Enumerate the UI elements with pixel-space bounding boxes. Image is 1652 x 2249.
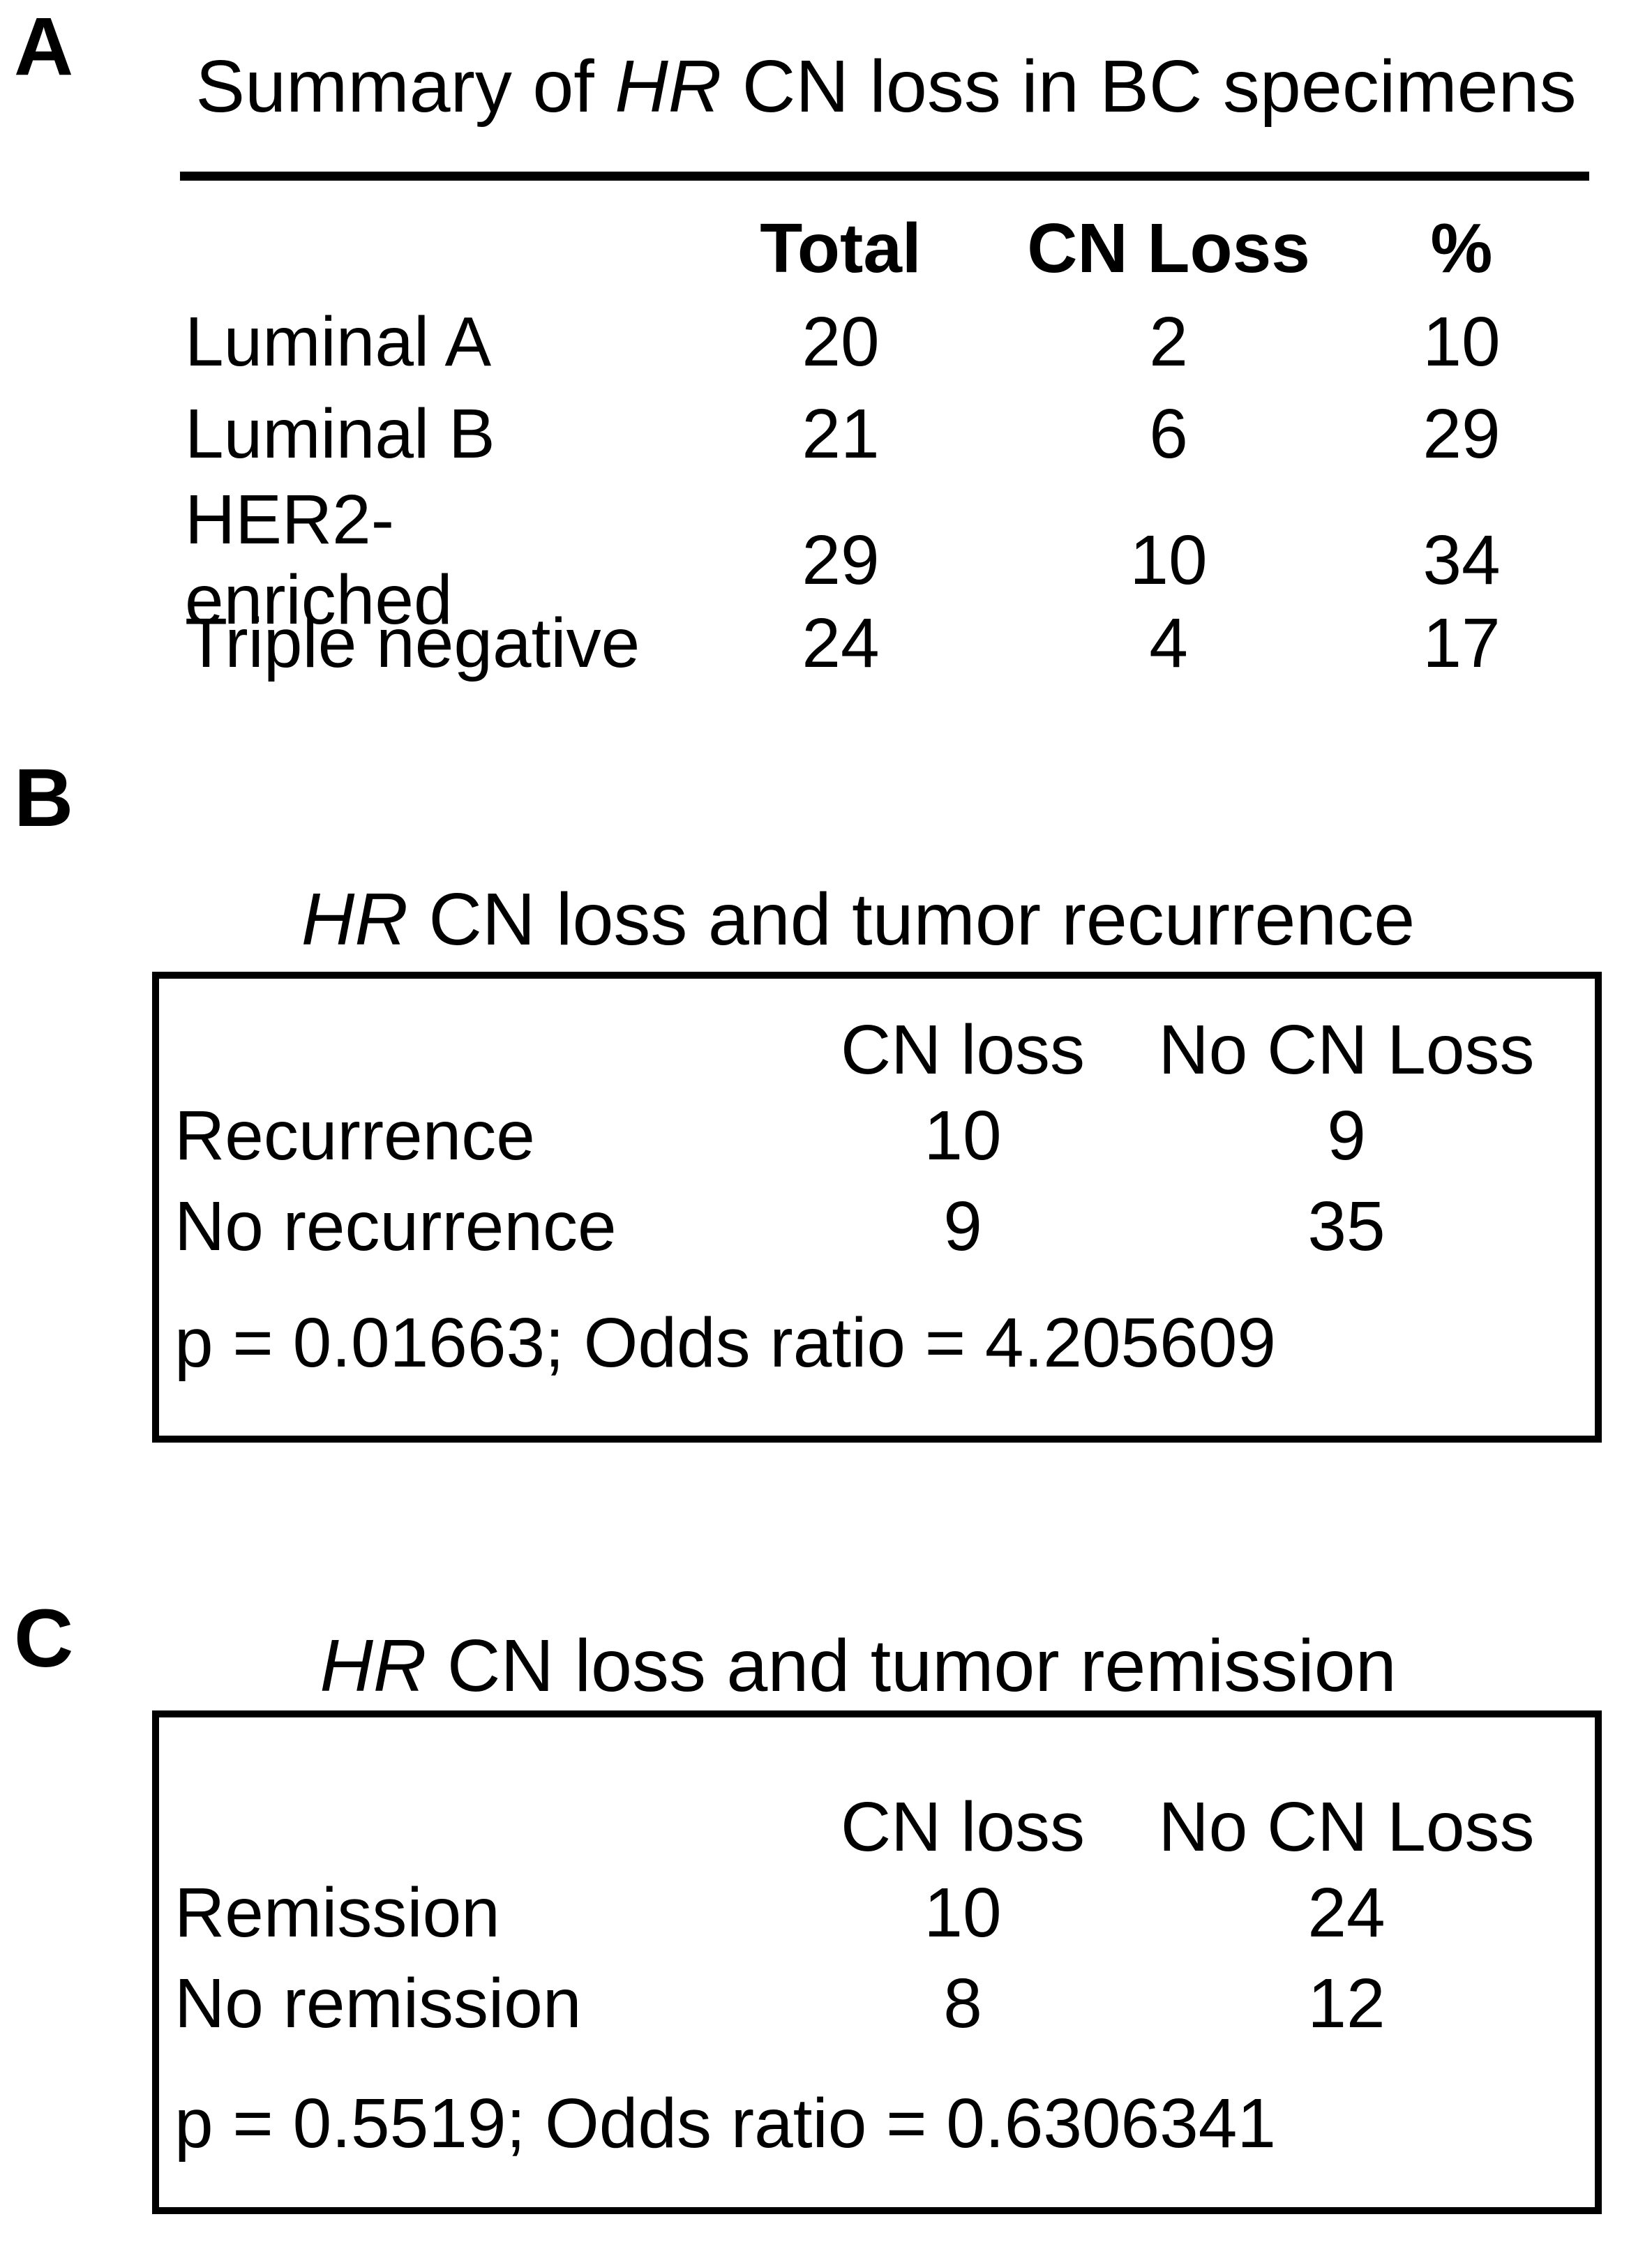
cell-cn-loss: 8: [943, 1964, 982, 2043]
row-label: No recurrence: [174, 1187, 617, 1265]
cell-cn-loss: 10: [1129, 520, 1208, 599]
row-label: Recurrence: [174, 1096, 535, 1175]
row-label: Triple negative: [185, 603, 640, 682]
table-row-her2-enriched: HER2-enriched 29 10 34: [185, 480, 1608, 639]
panel-b-title-suffix: CN loss and tumor recurrence: [407, 878, 1416, 961]
cell-percent: 10: [1422, 302, 1501, 381]
panel-c-table-box: CN loss No CN Loss Remission 10 24 No re…: [152, 1710, 1602, 2214]
panel-b-table-box: CN loss No CN Loss Recurrence 10 9 No re…: [152, 972, 1602, 1443]
panel-c-title: HR CN loss and tumor remission: [140, 1620, 1577, 1713]
cell-total: 29: [802, 520, 880, 599]
table-row-no-recurrence: No recurrence 9 35: [159, 1181, 1595, 1272]
panel-c-label: C: [14, 1593, 74, 1685]
panel-c-stats-text: p = 0.5519; Odds ratio = 0.6306341: [174, 2084, 1277, 2162]
panel-a-title-underline: [180, 172, 1589, 181]
panel-b-stats-text: p = 0.01663; Odds ratio = 4.205609: [174, 1304, 1277, 1382]
panel-a-title-suffix: CN loss in BC specimens: [721, 45, 1577, 128]
cell-no-cn-loss: 35: [1307, 1187, 1386, 1265]
cell-total: 21: [802, 394, 880, 473]
table-row-luminal-a: Luminal A 20 2 10: [185, 296, 1608, 388]
row-label: No remission: [174, 1964, 582, 2043]
cell-cn-loss: 6: [1149, 394, 1188, 473]
cell-no-cn-loss: 9: [1327, 1096, 1366, 1175]
row-label: HER2-enriched: [185, 481, 453, 639]
table-row-recurrence: Recurrence 10 9: [159, 1090, 1595, 1181]
table-row-remission: Remission 10 24: [159, 1867, 1595, 1958]
column-header-no-cn-loss: No CN Loss: [1158, 1788, 1535, 1866]
panel-b-title: HR CN loss and tumor recurrence: [140, 873, 1577, 966]
row-label: Luminal B: [185, 394, 495, 473]
row-label: Luminal A: [185, 302, 492, 381]
cell-cn-loss: 4: [1149, 603, 1188, 682]
cell-percent: 34: [1422, 520, 1501, 599]
cell-total: 20: [802, 302, 880, 381]
column-header-percent: %: [1430, 209, 1493, 287]
table-row-no-remission: No remission 8 12: [159, 1958, 1595, 2049]
panel-a-title: Summary of HR CN loss in BC specimens: [167, 40, 1605, 133]
cell-cn-loss: 10: [924, 1873, 1002, 1952]
column-header-cn-loss: CN Loss: [1027, 209, 1310, 287]
table-row-triple-negative: Triple negative 24 4 17: [185, 597, 1608, 689]
cell-total: 24: [802, 603, 880, 682]
cell-percent: 17: [1422, 603, 1501, 682]
panel-a-label: A: [14, 1, 74, 93]
cell-cn-loss: 10: [924, 1096, 1002, 1175]
panel-c-header-row: CN loss No CN Loss: [159, 1787, 1595, 1867]
row-label: Remission: [174, 1873, 500, 1952]
cell-percent: 29: [1422, 394, 1501, 473]
gene-symbol-hr: HR: [615, 45, 722, 128]
cell-cn-loss: 2: [1149, 302, 1188, 381]
panel-a-header-row: Total CN Loss %: [185, 201, 1608, 296]
column-header-total: Total: [760, 209, 922, 287]
gene-symbol-hr: HR: [320, 1625, 427, 1707]
cell-no-cn-loss: 12: [1307, 1964, 1386, 2043]
panel-c-title-suffix: CN loss and tumor remission: [426, 1625, 1397, 1707]
panel-b-label: B: [14, 752, 74, 844]
table-row-luminal-b: Luminal B 21 6 29: [185, 388, 1608, 480]
column-header-cn-loss: CN loss: [840, 1011, 1086, 1089]
gene-symbol-hr: HR: [301, 878, 408, 961]
cell-no-cn-loss: 24: [1307, 1873, 1386, 1952]
column-header-cn-loss: CN loss: [840, 1788, 1086, 1866]
column-header-no-cn-loss: No CN Loss: [1158, 1011, 1535, 1089]
panel-a-table: Total CN Loss % Luminal A 20 2 10 Lumina…: [185, 201, 1608, 689]
panel-b-header-row: CN loss No CN Loss: [159, 1010, 1595, 1090]
panel-a-title-prefix: Summary of: [195, 45, 615, 128]
cell-cn-loss: 9: [943, 1187, 982, 1265]
